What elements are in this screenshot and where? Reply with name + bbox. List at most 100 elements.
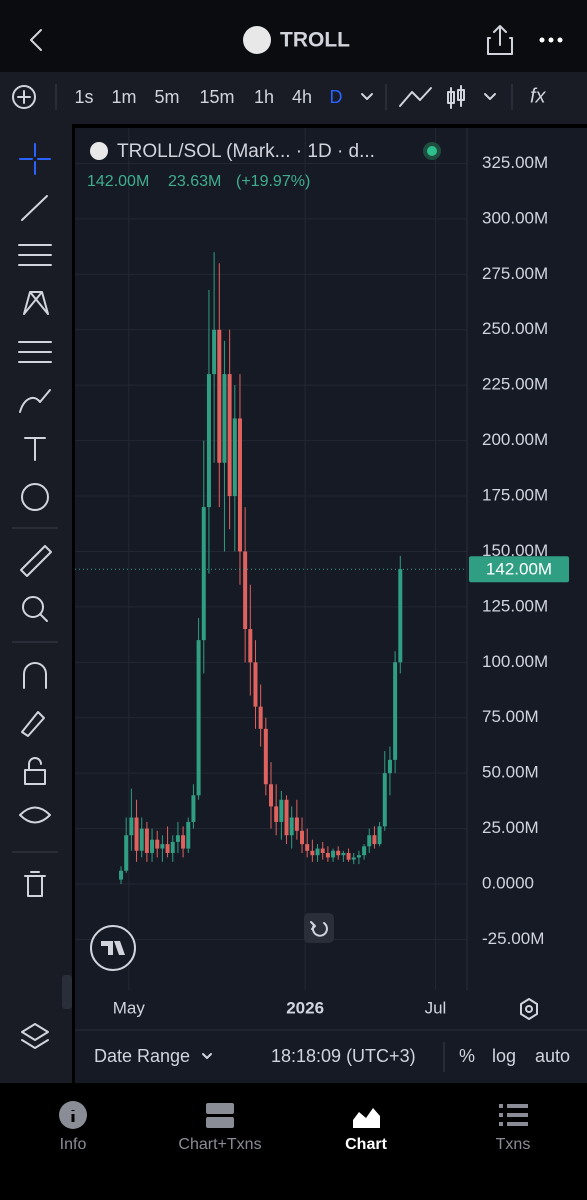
interval-button[interactable]: 1h	[254, 87, 274, 107]
y-tick-label: 200.00M	[482, 430, 548, 449]
lock-draw-tool[interactable]	[21, 711, 45, 737]
indicator-button[interactable]: fx	[530, 85, 547, 107]
share-button[interactable]	[487, 25, 513, 55]
tab-label[interactable]: Chart+Txns	[178, 1136, 261, 1153]
candle-body	[253, 662, 258, 707]
candle-body	[362, 846, 367, 856]
chart-txns-icon-2	[206, 1117, 234, 1128]
y-tick-label: -25.00M	[482, 929, 544, 948]
text-tool[interactable]	[24, 437, 46, 461]
projection-tool[interactable]	[18, 341, 52, 363]
candle-body	[263, 728, 268, 785]
candle-body	[258, 706, 263, 729]
candle-body	[320, 848, 325, 853]
measure-tool[interactable]	[20, 545, 52, 577]
auto-button[interactable]: auto	[535, 1046, 570, 1066]
delete-tool[interactable]	[24, 871, 46, 897]
candle-body	[294, 817, 299, 831]
fib-tool[interactable]	[18, 244, 52, 266]
legend-change-pct: (+19.97%)	[236, 173, 310, 190]
header-title: TROLL	[280, 29, 350, 52]
y-tick-label: 175.00M	[482, 486, 548, 505]
back-button[interactable]	[30, 29, 42, 51]
interval-button[interactable]: 4h	[292, 87, 312, 107]
percent-button[interactable]: %	[459, 1046, 475, 1066]
candle-body	[351, 857, 356, 860]
visibility-tool[interactable]	[19, 806, 51, 824]
y-tick-label: 50.00M	[482, 763, 539, 782]
interval-button[interactable]: 1s	[74, 87, 93, 107]
candle-body	[274, 806, 279, 822]
crosshair-tool[interactable]	[19, 143, 51, 175]
tv-logo-mark	[101, 941, 125, 955]
drawing-tools	[18, 143, 52, 1049]
candle-body	[206, 374, 211, 508]
emoji-tool[interactable]	[21, 483, 49, 511]
y-tick-label: 225.00M	[482, 375, 548, 394]
candle-body	[289, 817, 294, 836]
candle-body	[124, 835, 129, 871]
candle-body	[382, 773, 387, 827]
interval-button[interactable]: 1m	[111, 87, 136, 107]
candle-body	[248, 629, 253, 663]
settings-button[interactable]	[520, 998, 538, 1020]
y-tick-label: 0.0000	[482, 874, 534, 893]
candle-body	[310, 850, 315, 856]
candle-body	[165, 844, 170, 853]
interval-dropdown[interactable]	[361, 93, 373, 100]
y-tick-label: 25.00M	[482, 818, 539, 837]
chart-type-dropdown[interactable]	[484, 93, 496, 100]
x-tick-label: May	[113, 998, 146, 1017]
y-tick-label: 150.00M	[482, 541, 548, 560]
candle-body	[305, 844, 310, 851]
line-chart-button[interactable]	[399, 87, 432, 107]
y-tick-label: 100.00M	[482, 652, 548, 671]
collapse-handle[interactable]	[62, 975, 72, 1009]
candle-body	[227, 374, 232, 497]
legend-change: 23.63M	[168, 173, 221, 190]
candle-body	[331, 850, 336, 858]
add-button[interactable]	[12, 85, 36, 109]
layers-button[interactable]	[21, 1023, 49, 1049]
zoom-tool[interactable]	[22, 596, 44, 618]
txns-icon	[499, 1104, 528, 1126]
candle-body	[222, 374, 227, 463]
tab-label[interactable]: Info	[60, 1136, 87, 1153]
candle-body	[279, 799, 284, 822]
candle-body	[387, 759, 392, 774]
interval-button[interactable]: 15m	[199, 87, 234, 107]
lock-tool[interactable]	[24, 757, 46, 785]
more-button[interactable]	[539, 37, 563, 43]
zoom-handle	[39, 613, 48, 622]
candle-body	[393, 662, 398, 760]
log-button[interactable]: log	[492, 1046, 516, 1066]
chart-txns-icon	[206, 1103, 234, 1114]
brush-tool[interactable]	[19, 389, 51, 413]
magnet-tool[interactable]	[23, 662, 47, 689]
tab-label[interactable]: Chart	[345, 1136, 387, 1153]
token-icon	[243, 26, 271, 54]
interval-button[interactable]: 5m	[154, 87, 179, 107]
candle-body	[356, 855, 361, 858]
price-tag-label: 142.00M	[486, 560, 552, 579]
trendline-tool[interactable]	[21, 195, 48, 221]
pattern-tool[interactable]	[23, 291, 49, 315]
clock: 18:18:09 (UTC+3)	[271, 1046, 416, 1066]
y-tick-label: 250.00M	[482, 319, 548, 338]
candle-body	[232, 418, 237, 497]
candle-body	[196, 640, 201, 796]
tab-bar	[0, 1083, 587, 1200]
plot: -25.00M 0.0000 25.00M 50.00M 75.00M 100.00M 12…	[75, 128, 569, 1017]
tab-label[interactable]: Txns	[496, 1136, 531, 1153]
date-range-button[interactable]: Date Range	[94, 1046, 190, 1066]
interval-button[interactable]: D	[330, 87, 343, 107]
candle-body	[170, 841, 175, 853]
candle-body	[201, 507, 206, 641]
candle-body	[134, 817, 139, 851]
price-tag	[469, 556, 569, 583]
reset-button[interactable]	[304, 913, 334, 943]
candle-body	[346, 852, 351, 860]
legend-symbol: TROLL/SOL (Mark... · 1D · d...	[117, 141, 375, 162]
candle-chart-button[interactable]	[447, 85, 465, 109]
